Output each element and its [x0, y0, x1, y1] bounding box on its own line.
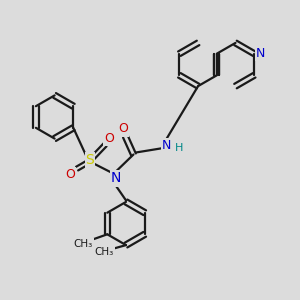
Text: H: H: [175, 143, 183, 153]
Text: CH₃: CH₃: [94, 247, 114, 257]
Text: CH₃: CH₃: [74, 239, 93, 249]
Text: S: S: [85, 154, 94, 167]
Text: N: N: [111, 172, 121, 185]
Text: N: N: [162, 139, 171, 152]
Text: O: O: [104, 132, 114, 146]
Text: O: O: [66, 168, 75, 181]
Text: N: N: [256, 47, 266, 60]
Text: O: O: [118, 122, 128, 136]
